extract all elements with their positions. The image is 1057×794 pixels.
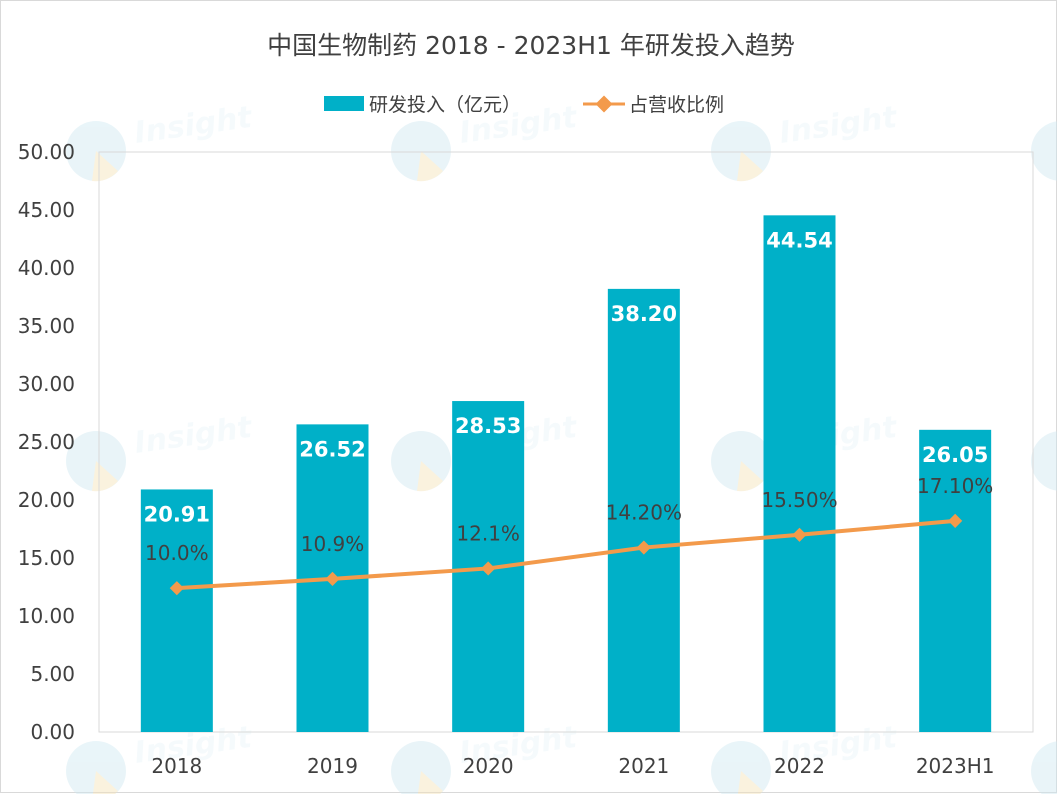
legend-line-marker — [595, 95, 613, 113]
line-data-label: 17.10% — [917, 474, 993, 498]
watermark-text: Insight — [132, 410, 255, 461]
line-marker — [792, 527, 807, 542]
line-path — [174, 518, 958, 591]
x-tick-label: 2021 — [618, 754, 669, 778]
x-tick-label: 2022 — [774, 754, 825, 778]
watermark-logo-icon — [711, 431, 771, 491]
line-data-label: 10.0% — [145, 541, 209, 565]
legend-bar-label: 研发投入（亿元） — [369, 94, 521, 116]
watermark-logo-slice — [737, 151, 763, 182]
watermark-logo-icon — [66, 741, 126, 794]
watermark-logo-slice — [737, 771, 763, 794]
y-tick-label: 5.00 — [30, 662, 75, 686]
bar-data-label: 28.53 — [455, 414, 521, 438]
bar — [763, 215, 836, 732]
watermark-logo-icon — [711, 121, 771, 181]
bar — [919, 429, 992, 732]
watermark: Insight — [711, 100, 900, 182]
watermark-logo-icon — [391, 121, 451, 181]
bar-data-label: 20.91 — [144, 502, 210, 526]
bar-labels: 20.91 26.52 28.53 38.20 44.54 26.05 — [144, 228, 989, 526]
legend-line-label: 占营收比例 — [629, 94, 724, 116]
line-data-label: 14.20% — [606, 501, 682, 525]
watermark-logo-slice — [417, 461, 443, 492]
watermark-logo-icon — [1031, 121, 1057, 181]
y-tick-label: 25.00 — [18, 430, 75, 454]
line-series — [169, 513, 963, 596]
plot-area — [98, 151, 1034, 733]
watermark-logo-icon — [66, 431, 126, 491]
line-marker — [948, 513, 963, 528]
y-tick-label: 45.00 — [18, 198, 75, 222]
y-axis: 0.00 5.00 10.00 15.00 20.00 25.00 30.00 35.00 40… — [18, 140, 75, 744]
line-marker — [169, 581, 184, 596]
x-tick-label: 2019 — [307, 754, 358, 778]
watermark-logo-icon — [391, 431, 451, 491]
watermark-logo-slice — [417, 151, 443, 182]
line-data-label: 15.50% — [761, 488, 837, 512]
watermark-logo-icon — [1031, 741, 1057, 794]
line-data-label: 12.1% — [456, 521, 520, 545]
watermark-logo-icon — [66, 121, 126, 181]
watermark: Insight — [66, 410, 255, 492]
legend: 研发投入（亿元） 占营收比例 — [324, 94, 724, 116]
watermark-logo-icon — [1031, 431, 1057, 491]
y-tick-label: 40.00 — [18, 256, 75, 280]
bar-data-label: 26.05 — [922, 443, 988, 467]
x-tick-label: 2023H1 — [916, 754, 995, 778]
line-marker — [481, 561, 496, 576]
line-data-label: 10.9% — [301, 532, 365, 556]
watermark-logo-icon — [711, 741, 771, 794]
watermark-text: Insight — [132, 100, 255, 151]
watermark: Insight — [1031, 121, 1057, 181]
x-tick-label: 2020 — [463, 754, 514, 778]
bar-data-label: 44.54 — [766, 228, 832, 252]
y-tick-label: 35.00 — [18, 314, 75, 338]
y-tick-label: 20.00 — [18, 488, 75, 512]
bar-series — [140, 215, 992, 732]
watermark: Insight — [1031, 741, 1057, 794]
watermark-logo-slice — [737, 461, 763, 492]
watermark-logo-icon — [391, 741, 451, 794]
x-axis: 2018 2019 2020 2021 2022 2023H1 — [151, 754, 994, 778]
watermark-layer: Insight Insight Insight Insight Insight Insig… — [66, 100, 1057, 794]
line-marker — [325, 571, 340, 586]
y-tick-label: 15.00 — [18, 546, 75, 570]
y-tick-label: 50.00 — [18, 140, 75, 164]
line-marker — [636, 540, 651, 555]
watermark-logo-slice — [417, 771, 443, 794]
y-tick-label: 30.00 — [18, 372, 75, 396]
watermark: Insight — [1031, 431, 1057, 491]
bar-data-label: 38.20 — [611, 302, 677, 326]
bar-data-label: 26.52 — [299, 437, 365, 461]
y-tick-label: 0.00 — [30, 720, 75, 744]
chart-title: 中国生物制药 2018 - 2023H1 年研发投入趋势 — [267, 31, 795, 60]
watermark: Insight — [66, 100, 255, 182]
y-tick-label: 10.00 — [18, 604, 75, 628]
line-labels: 10.0% 10.9% 12.1% 14.20% 15.50% 17.10% — [145, 474, 993, 565]
x-tick-label: 2018 — [151, 754, 202, 778]
bar — [607, 288, 680, 732]
legend-bar-swatch — [324, 96, 364, 111]
watermark-text: Insight — [777, 100, 900, 151]
watermark-logo-slice — [92, 771, 118, 794]
bar — [140, 489, 213, 732]
